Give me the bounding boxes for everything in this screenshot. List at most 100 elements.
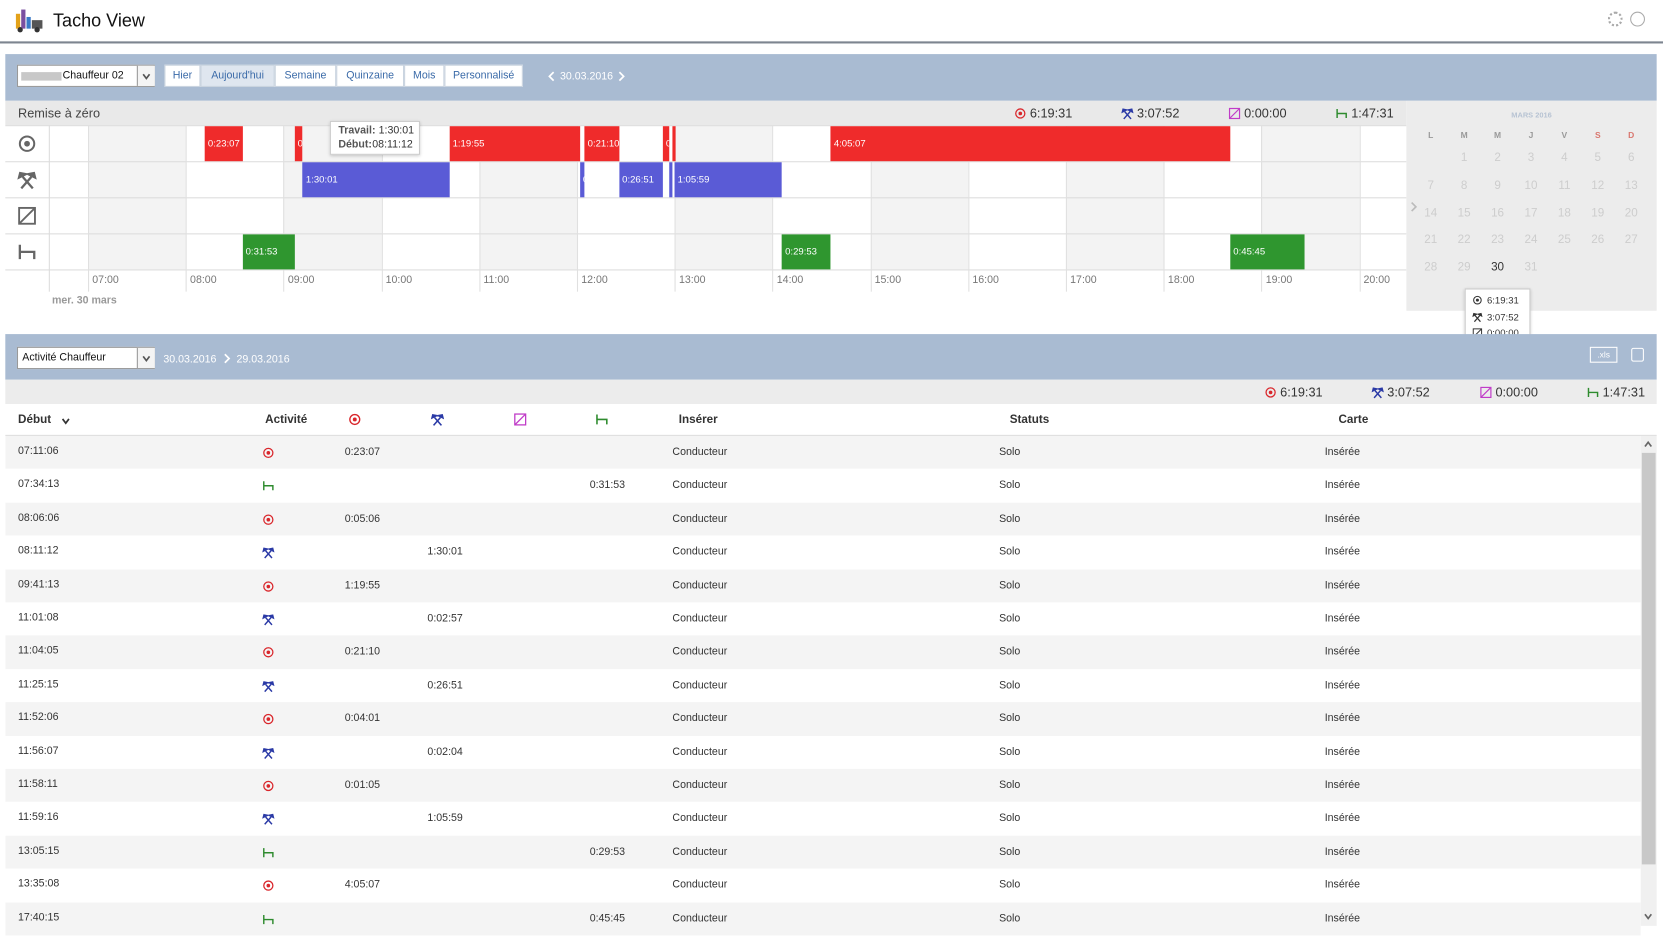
calendar-day[interactable]: 20 [1624,206,1638,220]
table-row[interactable] [5,802,1641,836]
help-button[interactable] [1630,11,1645,27]
logo-part [15,13,21,29]
calendar-day[interactable]: 13 [1624,179,1638,192]
table-cell: Solo [999,846,1021,858]
activity-bar[interactable]: 0:45:45 [1230,234,1305,270]
logo-part [31,20,43,29]
activity-bar[interactable]: 4:05:07 [830,126,1231,162]
view-select[interactable]: Activité Chauffeur [16,346,155,370]
table-row[interactable] [5,669,1641,703]
activity-icon [263,447,274,459]
calendar-day[interactable]: 18 [1557,206,1571,220]
column-header[interactable]: Début [18,413,52,427]
table-row[interactable] [5,902,1641,936]
activity-bar[interactable]: 1:05:59 [674,162,782,198]
weekday: V [1561,130,1568,140]
total-value: 1:47:31 [1602,384,1646,400]
column-header[interactable]: Carte [1338,413,1369,427]
calendar-day[interactable]: 24 [1524,233,1538,247]
table-row[interactable] [5,502,1641,536]
activity-bar[interactable]: 0:21:10 [584,126,619,162]
table-cell: Conducteur [672,646,728,658]
chevron[interactable] [1410,201,1418,213]
hour-grid [1163,125,1165,292]
calendar-day[interactable]: 12 [1591,179,1605,192]
period-button[interactable]: Aujourd'hui [200,64,275,87]
calendar-day[interactable]: 7 [1427,179,1434,192]
chevron[interactable] [1644,439,1653,450]
calendar-day[interactable]: 25 [1557,233,1571,247]
activity-bar[interactable]: 0:02:57 [579,162,585,198]
activity-bar[interactable]: 1:19:55 [449,126,580,162]
calendar-day[interactable]: 10 [1524,179,1538,192]
export-button[interactable]: .xls [1589,346,1618,363]
print-button[interactable] [1631,347,1644,362]
table-cell: Conducteur [672,879,728,892]
calendar-day[interactable]: 21 [1424,233,1438,247]
calendar-day[interactable]: 11 [1558,179,1571,192]
activity-bar[interactable]: 0:01:05 [672,126,676,162]
calendar-day[interactable]: 2 [1494,151,1501,165]
calendar-day[interactable]: 29 [1457,261,1471,274]
calendar-day[interactable]: 1 [1460,151,1468,165]
calendar-day[interactable]: 31 [1524,261,1538,274]
column-header[interactable]: Activité [265,413,308,427]
activity-bar[interactable]: 0:02:04 [669,162,673,198]
calendar-day[interactable]: 8 [1460,179,1468,192]
chevron[interactable] [61,416,70,427]
table-row[interactable] [5,569,1641,603]
calendar-day[interactable]: 3 [1527,151,1535,165]
table-row[interactable] [5,635,1641,670]
table-row[interactable] [5,469,1641,503]
calendar-day[interactable]: 4 [1561,151,1568,165]
reset-label[interactable]: Remise à zéro [18,106,101,121]
table-row[interactable] [5,868,1641,903]
table-row[interactable] [5,702,1641,736]
calendar-day[interactable]: 30 [1491,261,1505,274]
table-row[interactable] [5,835,1641,869]
calendar-day[interactable]: 26 [1591,233,1605,247]
calendar-day[interactable]: 5 [1594,151,1602,165]
period-button[interactable]: Quinzaine [336,64,405,87]
activity-bar[interactable]: 0:23:07 [204,126,243,162]
activity-bar[interactable]: 0:29:53 [781,234,831,270]
calendar-day[interactable]: 16 [1491,206,1505,220]
period-button[interactable]: Hier [164,64,201,87]
driver-select[interactable]: Chauffeur 02 [16,64,155,87]
column-header[interactable]: Insérer [678,413,718,427]
activity-icon [263,647,274,658]
period-button[interactable]: Personnalisé [444,64,523,87]
chevron[interactable] [142,353,151,364]
calendar-day[interactable]: 9 [1494,179,1501,192]
settings-button[interactable] [1607,11,1623,27]
calendar-day[interactable]: 17 [1524,206,1538,220]
chevron[interactable] [142,71,151,82]
chevron[interactable] [223,353,231,364]
activity-bar[interactable]: 0:04:01 [662,126,670,162]
chevron[interactable] [617,71,625,82]
table-cell: 0:29:53 [589,846,626,858]
activity-bar[interactable]: 0:31:53 [242,234,295,270]
calendar-day[interactable]: 27 [1624,233,1638,247]
calendar-day[interactable]: 6 [1627,151,1635,165]
calendar-day[interactable]: 23 [1491,233,1505,247]
calendar-day[interactable]: 22 [1457,233,1471,247]
calendar-day[interactable]: 19 [1591,206,1605,220]
activity-bar[interactable]: 0:26:51 [618,162,663,198]
activity-bar[interactable]: 0:05:06 [294,126,303,162]
table-row[interactable] [5,602,1641,636]
calendar-day[interactable]: 14 [1424,206,1438,220]
column-header[interactable]: Statuts [1009,413,1050,427]
chevron[interactable] [1644,911,1653,922]
calendar-day[interactable]: 15 [1457,206,1471,220]
icon-part [1268,390,1273,395]
period-button[interactable]: Semaine [274,64,337,87]
table-row[interactable] [5,768,1641,803]
table-row[interactable] [5,535,1641,570]
calendar-day[interactable]: 28 [1424,261,1438,274]
activity-bar[interactable]: 1:30:01 [302,162,450,198]
period-button[interactable]: Mois [404,64,445,87]
table-row[interactable] [5,435,1641,470]
table-row[interactable] [5,735,1641,769]
chevron[interactable] [547,71,555,82]
